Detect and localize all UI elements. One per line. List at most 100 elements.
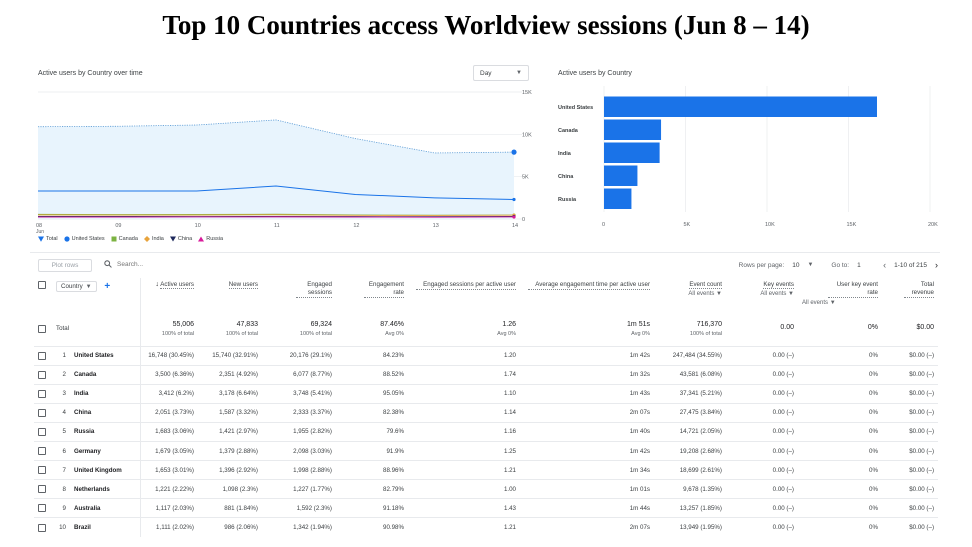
legend-label: United States: [71, 236, 105, 242]
total-checkbox[interactable]: [38, 324, 46, 333]
total-cell: 0.00: [726, 312, 798, 346]
cell-value: 2,351 (4.92%): [219, 371, 258, 379]
goto-label: Go to:: [831, 261, 850, 269]
table-row[interactable]: 3 India 3,412 (6.2%) 3,178 (6.64%) 3,748 (5.…: [34, 383, 938, 404]
header-event-count[interactable]: Event count All events ▼: [654, 278, 726, 312]
cell-value: 91.9%: [386, 447, 404, 455]
row-cell: $0.00 (–): [882, 498, 938, 518]
cell-value: 1.43: [503, 504, 516, 512]
header-key-events[interactable]: Key events All events ▼: [726, 278, 798, 312]
table-row[interactable]: 1 United States 16,748 (30.45%) 15,740 (32.…: [34, 345, 938, 366]
total-value: 87.46%: [380, 320, 404, 328]
row-checkbox[interactable]: [38, 427, 46, 436]
cell-value: 3,748 (5.41%): [293, 390, 332, 398]
cell-value: 1.16: [503, 428, 516, 436]
legend-item[interactable]: Russia: [198, 236, 223, 242]
x-tick-label: 13: [433, 223, 439, 229]
legend-item[interactable]: China: [169, 236, 192, 242]
row-cell: 3,412 (6.2%): [140, 383, 198, 404]
total-value: 1m 51s: [627, 320, 650, 328]
x-month-label: Jun: [36, 229, 44, 234]
header-engaged-sessions[interactable]: Engaged sessions: [262, 278, 336, 312]
row-country: Netherlands: [70, 479, 141, 499]
bar[interactable]: [604, 188, 632, 210]
table-row[interactable]: 2 Canada 3,500 (6.36%) 2,351 (4.92%) 6,077 (…: [34, 364, 938, 385]
header-user-key-event-rate[interactable]: User key event rate All events ▼: [802, 281, 878, 306]
row-cell: 1,396 (2.92%): [198, 460, 262, 480]
header-total-revenue[interactable]: Total revenue: [882, 278, 938, 312]
row-cell: 0.00 (–): [726, 498, 798, 518]
table-row[interactable]: 5 Russia 1,683 (3.06%) 1,421 (2.97%) 1,955 (…: [34, 421, 938, 442]
bar[interactable]: [604, 142, 660, 164]
row-country: China: [70, 402, 141, 423]
row-checkbox[interactable]: [38, 466, 46, 475]
header-active-users[interactable]: ↓ Active users: [155, 281, 194, 289]
row-checkbox[interactable]: [38, 389, 46, 398]
search-input[interactable]: [117, 260, 207, 268]
legend-item[interactable]: India: [143, 236, 164, 242]
row-cell: 881 (1.84%): [198, 498, 262, 518]
row-checkbox[interactable]: [38, 351, 46, 360]
cell-value: 3,500 (6.36%): [155, 371, 194, 379]
granularity-select[interactable]: Day ▼: [473, 65, 529, 81]
cell-value: 1.21: [503, 524, 516, 532]
total-sub: 100% of total: [689, 330, 722, 337]
row-checkbox[interactable]: [38, 408, 46, 417]
header-engaged-sessions-per-user[interactable]: Engaged sessions per active user: [408, 278, 520, 312]
row-checkbox[interactable]: [38, 370, 46, 379]
table-row[interactable]: 7 United Kingdom 1,653 (3.01%) 1,396 (2.92%…: [34, 460, 938, 480]
legend-item[interactable]: Total: [38, 236, 58, 242]
header-avg-engagement-time[interactable]: Average engagement time per active user: [520, 278, 654, 312]
row-checkbox[interactable]: [38, 523, 46, 532]
cell-value: 88.96%: [383, 466, 404, 474]
row-cell: 1,683 (3.06%): [140, 421, 198, 442]
cell-value: 18,699 (2.61%): [679, 466, 722, 474]
row-checkbox[interactable]: [38, 504, 46, 513]
row-country: Australia: [70, 498, 141, 518]
header-engagement-rate[interactable]: Engagement rate: [336, 278, 408, 312]
cell-value: 20,176 (29.1%): [289, 352, 332, 360]
row-rank: 1: [52, 345, 70, 366]
legend-item[interactable]: United States: [64, 236, 105, 242]
total-cell: 55,006 100% of total: [140, 312, 198, 346]
header-new-users[interactable]: New users: [228, 281, 258, 289]
row-cell: 0.00 (–): [726, 402, 798, 423]
dimension-select[interactable]: Country ▼: [56, 281, 97, 293]
bar[interactable]: [604, 96, 877, 118]
table-row[interactable]: 9 Australia 1,117 (2.03%) 881 (1.84%) 1,592 …: [34, 498, 938, 518]
row-cell: 95.05%: [336, 383, 408, 404]
row-cell: 82.38%: [336, 402, 408, 423]
legend-item[interactable]: Canada: [111, 236, 138, 242]
table-row[interactable]: 6 Germany 1,679 (3.05%) 1,379 (2.88%) 2,098 …: [34, 440, 938, 461]
add-dimension-icon[interactable]: +: [104, 281, 111, 292]
row-cell: 1,342 (1.94%): [262, 517, 336, 537]
cell-value: 84.23%: [383, 352, 404, 360]
prev-page-icon[interactable]: ‹: [883, 260, 887, 270]
event-count-filter[interactable]: All events ▼: [688, 291, 722, 297]
total-cell: 716,370 100% of total: [654, 312, 726, 346]
row-checkbox[interactable]: [38, 485, 46, 494]
bar[interactable]: [604, 165, 638, 187]
bar-chart-title: Active users by Country: [558, 70, 632, 77]
cell-value: 79.6%: [386, 428, 404, 436]
bar[interactable]: [604, 119, 662, 141]
x-tick-label: 0: [602, 222, 605, 228]
next-page-icon[interactable]: ›: [935, 260, 938, 270]
table-row[interactable]: 8 Netherlands 1,221 (2.22%) 1,098 (2.3%) 1,2…: [34, 479, 938, 499]
table-row[interactable]: 4 China 2,051 (3.73%) 1,587 (3.32%) 2,333 (3…: [34, 402, 938, 423]
rows-per-page-select[interactable]: 10 ▼: [792, 262, 813, 269]
x-tick-label: 10K: [765, 222, 775, 228]
goto-input[interactable]: 1: [857, 261, 861, 269]
table-row[interactable]: 10 Brazil 1,111 (2.02%) 986 (2.06%) 1,342 (1…: [34, 517, 938, 537]
row-cell: 0%: [798, 383, 882, 404]
cell-value: 1,653 (3.01%): [155, 466, 194, 474]
key-events-filter[interactable]: All events ▼: [760, 291, 794, 297]
key-event-rate-filter[interactable]: All events ▼: [802, 300, 836, 306]
select-all-checkbox[interactable]: [38, 281, 46, 289]
total-value: 0.00: [780, 323, 794, 331]
row-checkbox[interactable]: [38, 447, 46, 456]
bar-chart: 0 5K 10K 15K 20K United States Canada India Chin…: [558, 86, 938, 228]
search-box[interactable]: [104, 260, 207, 268]
row-cell: 1m 32s: [520, 364, 654, 385]
plot-rows-button[interactable]: Plot rows: [38, 259, 92, 272]
